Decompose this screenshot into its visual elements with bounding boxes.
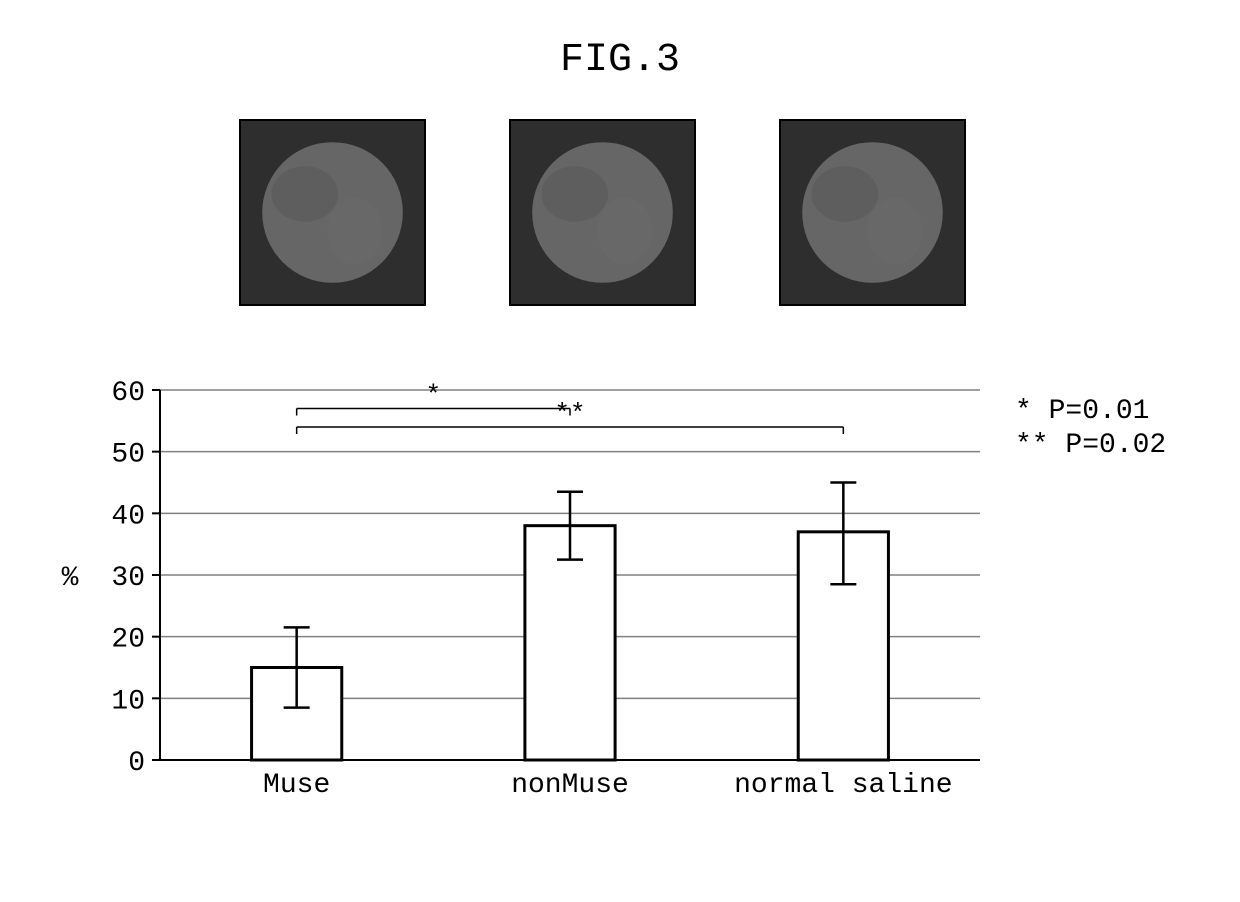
y-tick-label: 20 (111, 625, 145, 656)
micrograph-3 (780, 120, 965, 305)
y-tick-label: 30 (111, 563, 145, 594)
y-axis-label: % (62, 563, 79, 594)
y-tick-label: 50 (111, 440, 145, 471)
category-label: nonMuse (511, 770, 629, 801)
significance-mark: * (426, 381, 442, 411)
category-label: Muse (263, 770, 330, 801)
category-label: normal saline (734, 770, 952, 801)
micrograph-2 (510, 120, 695, 305)
legend-entry: * P=0.01 (1015, 396, 1149, 427)
y-tick-label: 40 (111, 501, 145, 532)
significance-mark: ** (554, 399, 585, 429)
bar-chart: 0102030405060%MusenonMusenormal saline**… (62, 378, 980, 801)
y-tick-label: 60 (111, 378, 145, 409)
legend-entry: ** P=0.02 (1015, 430, 1166, 461)
y-tick-label: 10 (111, 686, 145, 717)
micrograph-1 (240, 120, 425, 305)
figure-title: FIG.3 (560, 38, 680, 83)
figure-root: FIG.3 0 10 20 30 40 50 60% Muse nonMuse normal sal… (0, 0, 1240, 897)
y-tick-label: 0 (128, 748, 145, 779)
